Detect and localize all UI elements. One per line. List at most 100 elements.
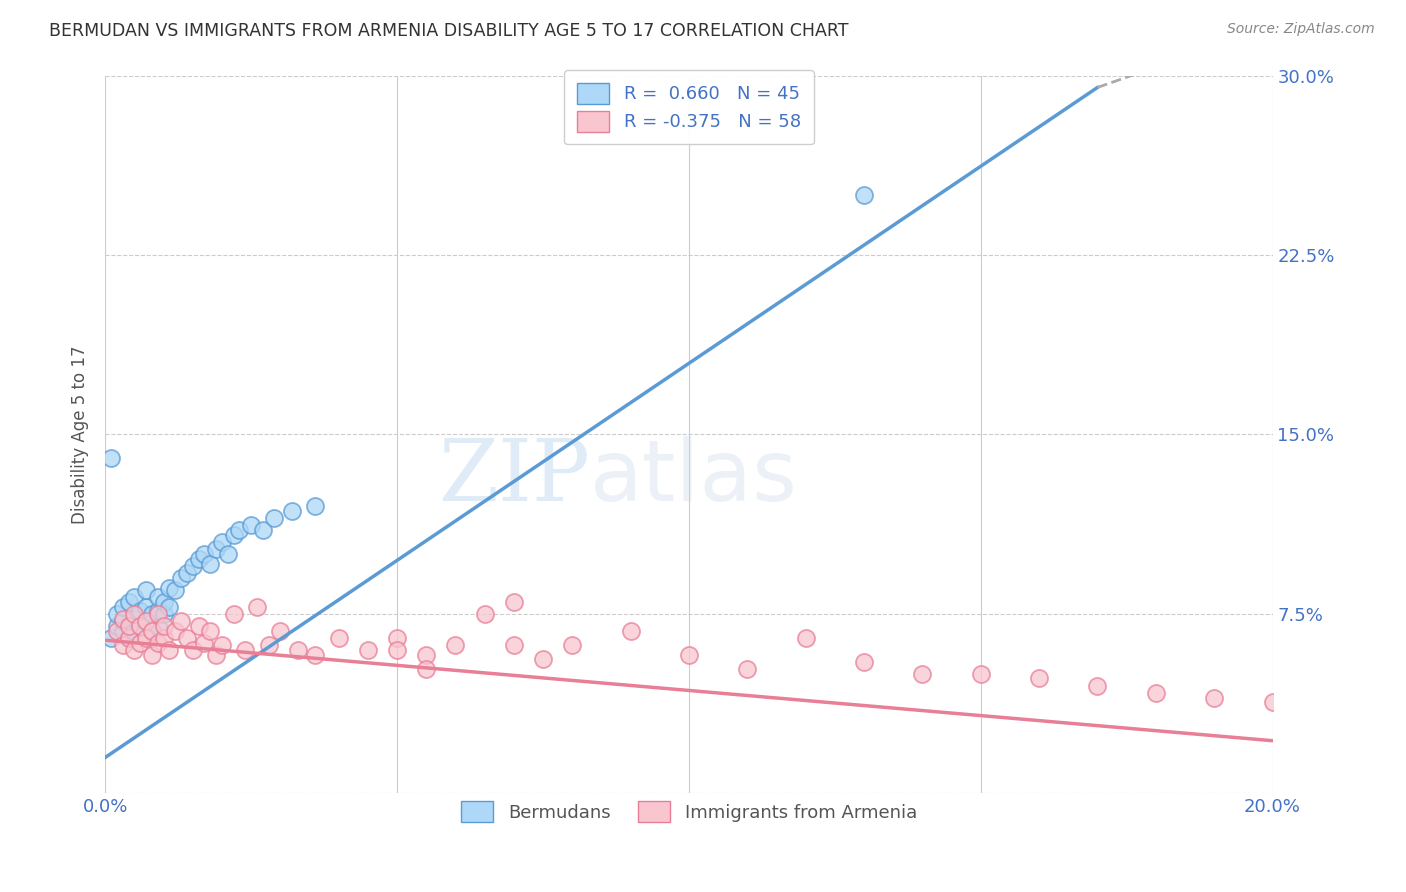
- Point: [181, 559, 204, 574]
- Point: [117, 631, 139, 645]
- Point: [246, 599, 269, 614]
- Point: [678, 648, 700, 662]
- Point: [135, 614, 157, 628]
- Point: [117, 631, 139, 645]
- Point: [222, 607, 245, 621]
- Point: [1028, 672, 1050, 686]
- Point: [105, 624, 128, 638]
- Point: [240, 518, 263, 533]
- Point: [385, 642, 408, 657]
- Point: [105, 619, 128, 633]
- Point: [176, 566, 198, 581]
- Point: [135, 631, 157, 645]
- Point: [170, 571, 193, 585]
- Point: [111, 624, 134, 638]
- Point: [129, 605, 152, 619]
- Legend: Bermudans, Immigrants from Armenia: Bermudans, Immigrants from Armenia: [449, 789, 929, 835]
- Point: [474, 607, 496, 621]
- Point: [200, 624, 222, 638]
- Point: [502, 638, 524, 652]
- Point: [124, 624, 146, 638]
- Point: [1087, 679, 1109, 693]
- Point: [111, 599, 134, 614]
- Point: [852, 188, 875, 202]
- Point: [157, 581, 180, 595]
- Point: [152, 619, 174, 633]
- Point: [157, 642, 180, 657]
- Point: [1261, 695, 1284, 709]
- Point: [176, 631, 198, 645]
- Point: [205, 542, 228, 557]
- Text: Source: ZipAtlas.com: Source: ZipAtlas.com: [1227, 22, 1375, 37]
- Point: [117, 619, 139, 633]
- Point: [100, 631, 122, 645]
- Point: [135, 582, 157, 597]
- Point: [385, 631, 408, 645]
- Point: [263, 511, 285, 525]
- Point: [146, 605, 169, 619]
- Point: [304, 648, 326, 662]
- Point: [287, 642, 309, 657]
- Point: [181, 642, 204, 657]
- Point: [211, 638, 233, 652]
- Point: [200, 557, 222, 571]
- Y-axis label: Disability Age 5 to 17: Disability Age 5 to 17: [72, 345, 89, 524]
- Point: [187, 619, 209, 633]
- Point: [135, 614, 157, 628]
- Point: [141, 624, 163, 638]
- Point: [794, 631, 817, 645]
- Point: [146, 607, 169, 621]
- Text: BERMUDAN VS IMMIGRANTS FROM ARMENIA DISABILITY AGE 5 TO 17 CORRELATION CHART: BERMUDAN VS IMMIGRANTS FROM ARMENIA DISA…: [49, 22, 849, 40]
- Point: [105, 607, 128, 621]
- Point: [304, 500, 326, 514]
- Point: [222, 528, 245, 542]
- Point: [152, 631, 174, 645]
- Point: [257, 638, 280, 652]
- Point: [193, 635, 215, 649]
- Text: atlas: atlas: [589, 436, 797, 519]
- Point: [135, 599, 157, 614]
- Point: [233, 642, 256, 657]
- Point: [165, 624, 187, 638]
- Point: [152, 595, 174, 609]
- Point: [415, 662, 437, 676]
- Point: [146, 635, 169, 649]
- Point: [141, 648, 163, 662]
- Point: [170, 614, 193, 628]
- Point: [111, 612, 134, 626]
- Point: [852, 655, 875, 669]
- Point: [269, 624, 291, 638]
- Point: [357, 642, 380, 657]
- Point: [124, 607, 146, 621]
- Point: [281, 504, 304, 518]
- Point: [187, 552, 209, 566]
- Point: [152, 607, 174, 621]
- Point: [146, 619, 169, 633]
- Point: [124, 612, 146, 626]
- Point: [911, 666, 934, 681]
- Point: [157, 599, 180, 614]
- Point: [211, 535, 233, 549]
- Point: [252, 523, 274, 537]
- Point: [124, 590, 146, 604]
- Point: [735, 662, 758, 676]
- Point: [141, 624, 163, 638]
- Point: [502, 595, 524, 609]
- Point: [117, 619, 139, 633]
- Point: [1204, 690, 1226, 705]
- Point: [415, 648, 437, 662]
- Point: [217, 547, 239, 561]
- Point: [129, 619, 152, 633]
- Point: [129, 619, 152, 633]
- Point: [561, 638, 583, 652]
- Point: [1144, 686, 1167, 700]
- Point: [444, 638, 467, 652]
- Point: [165, 582, 187, 597]
- Point: [146, 590, 169, 604]
- Point: [100, 451, 122, 466]
- Point: [193, 547, 215, 561]
- Point: [970, 666, 993, 681]
- Point: [117, 595, 139, 609]
- Point: [205, 648, 228, 662]
- Text: ZIP: ZIP: [437, 436, 589, 519]
